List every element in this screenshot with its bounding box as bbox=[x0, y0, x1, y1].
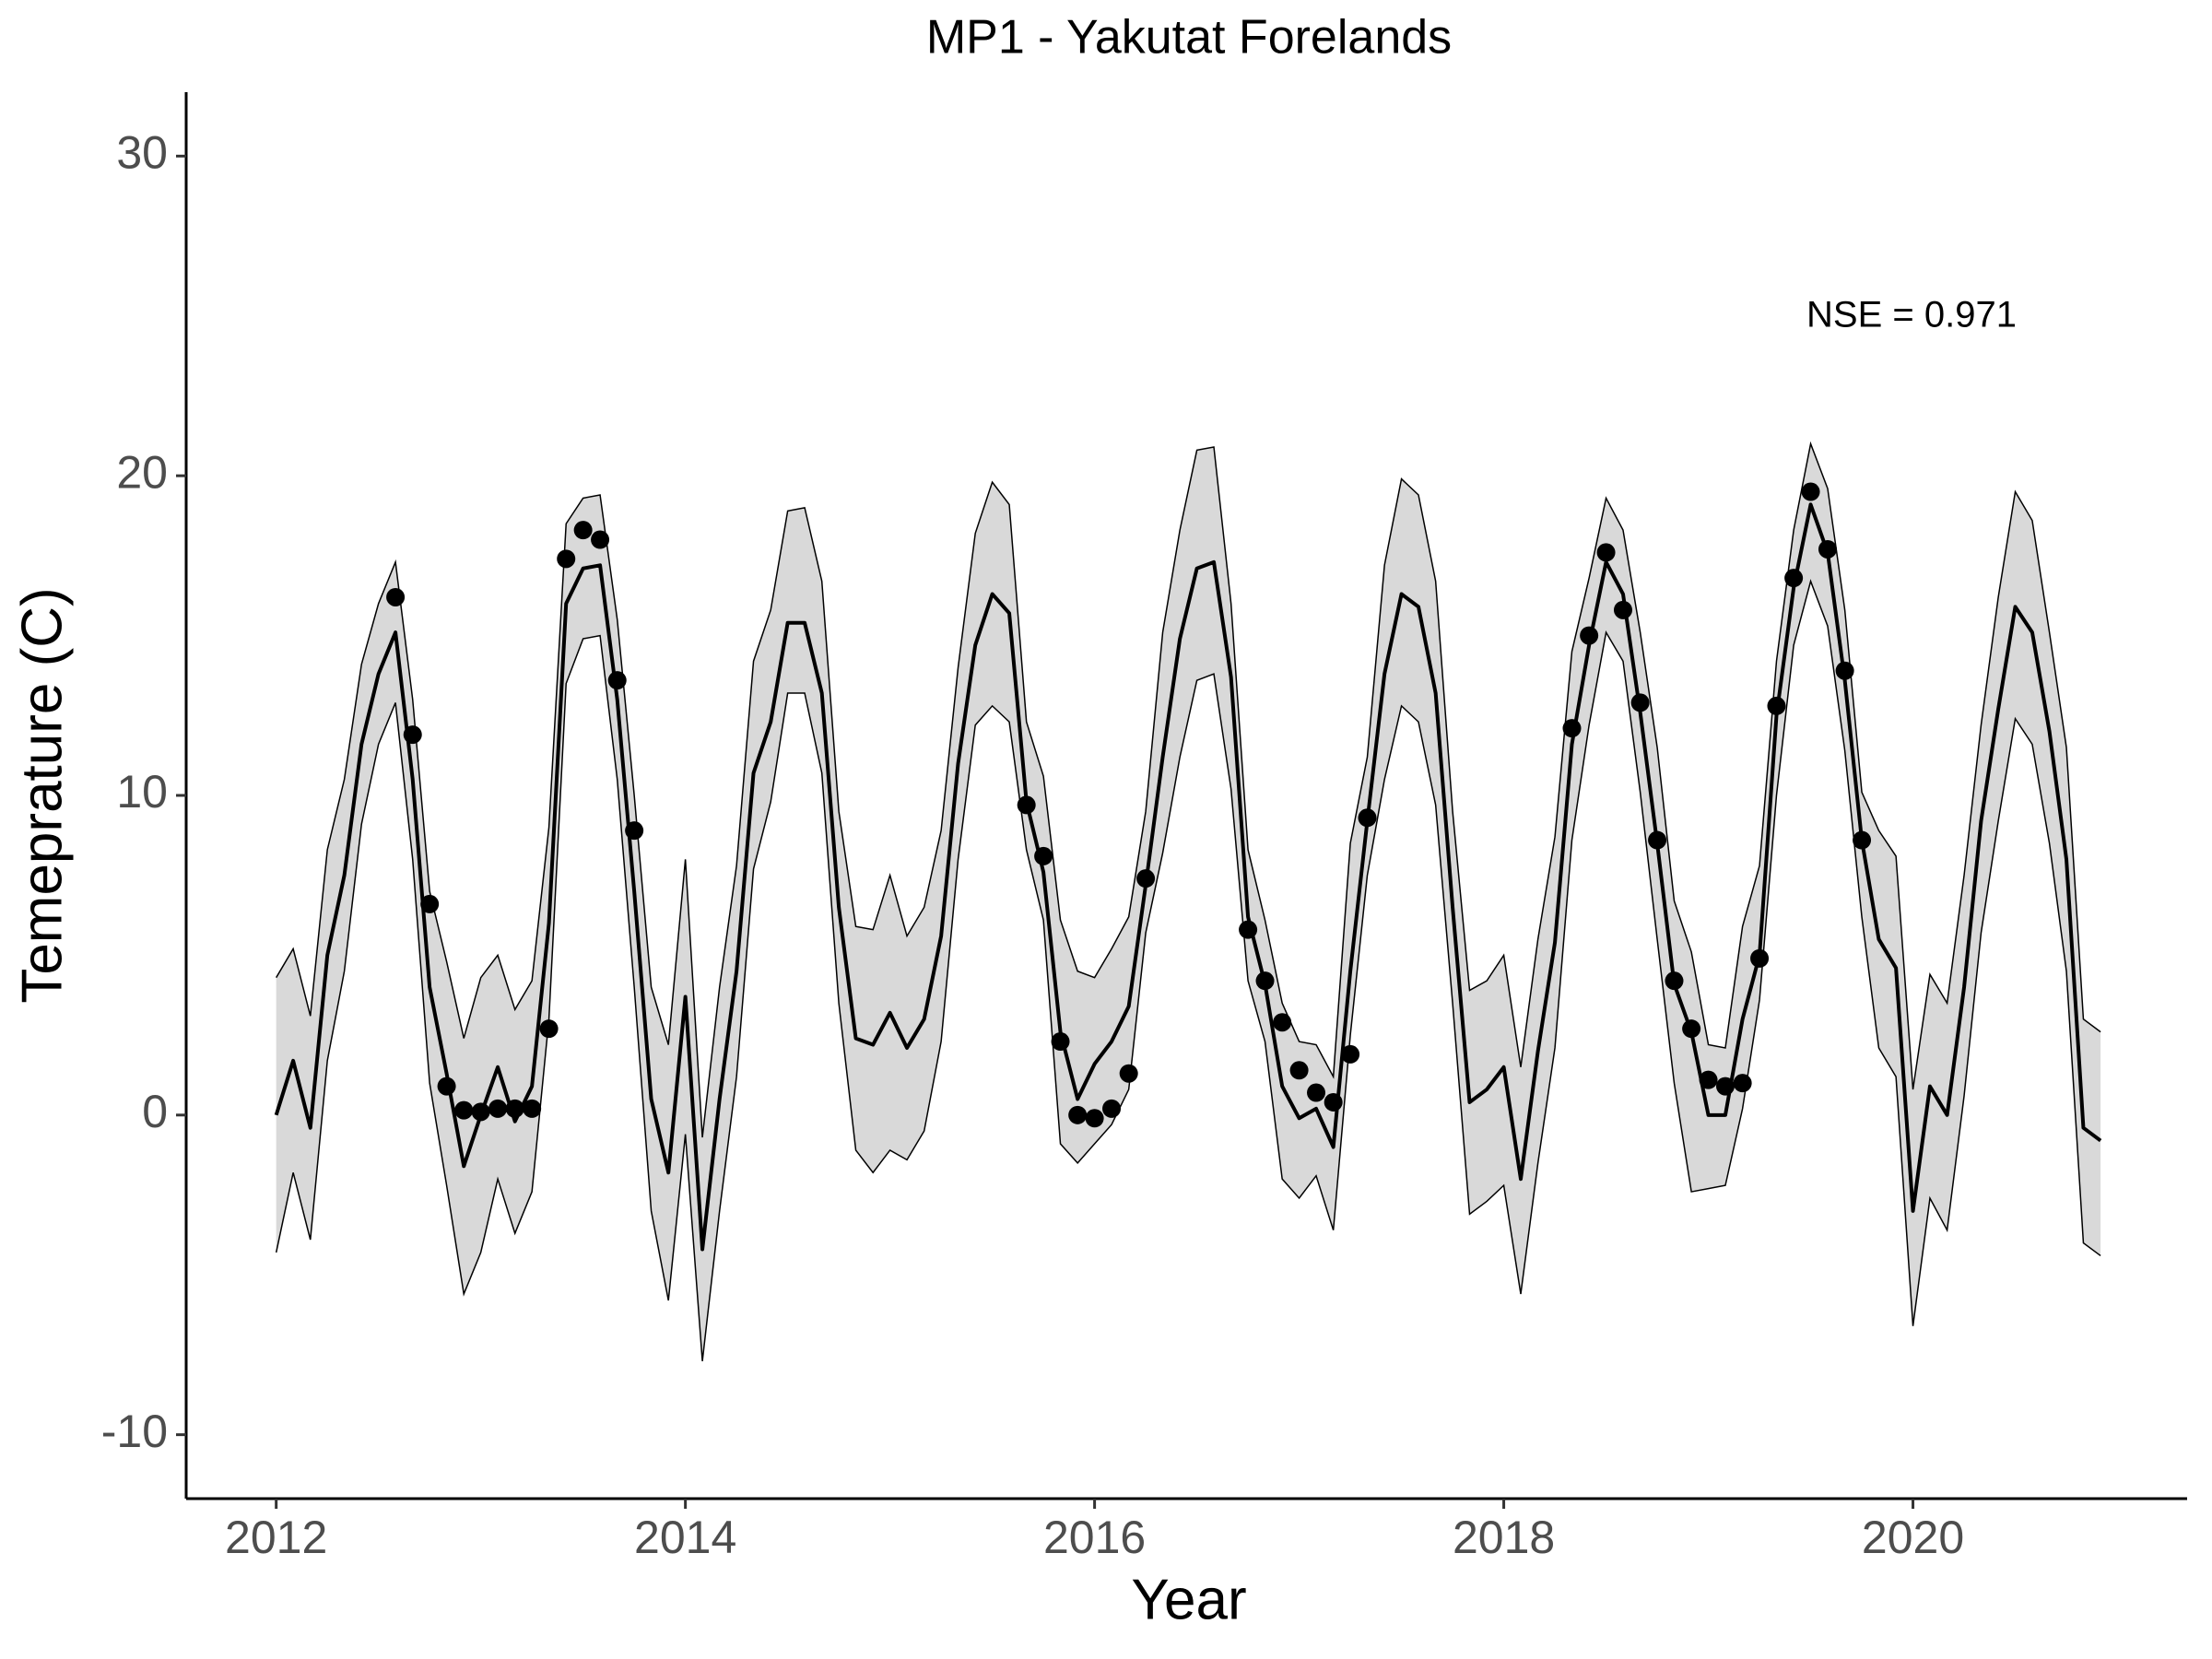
observed-point bbox=[1853, 830, 1872, 850]
observed-point bbox=[1068, 1105, 1088, 1124]
observed-point bbox=[437, 1077, 456, 1096]
observed-point bbox=[403, 725, 422, 745]
observed-point bbox=[1818, 539, 1837, 559]
observed-point bbox=[471, 1102, 490, 1122]
annotation: NSE = 0.971 bbox=[1806, 295, 2017, 335]
x-tick-label: 2014 bbox=[634, 1512, 736, 1563]
observed-point bbox=[1119, 1064, 1138, 1083]
x-tick-label: 2020 bbox=[1862, 1512, 1964, 1563]
observed-point bbox=[607, 671, 627, 690]
observed-point bbox=[1715, 1077, 1735, 1096]
x-tick-label: 2012 bbox=[225, 1512, 327, 1563]
observed-point bbox=[1835, 661, 1854, 680]
observed-point bbox=[420, 894, 440, 913]
observed-point bbox=[1630, 693, 1650, 712]
band-edge bbox=[275, 579, 2101, 1361]
observed-point bbox=[1017, 795, 1036, 815]
observed-point bbox=[1801, 482, 1820, 501]
band-edge bbox=[276, 441, 2101, 1138]
observed-point bbox=[1648, 830, 1667, 850]
observed-point bbox=[573, 521, 593, 540]
y-axis-title: Temeprature (C) bbox=[10, 587, 74, 1003]
observed-point bbox=[1665, 971, 1684, 991]
observed-point bbox=[539, 1019, 559, 1039]
observed-point bbox=[1767, 696, 1786, 715]
observed-point bbox=[1699, 1070, 1718, 1089]
y-tick-label: 20 bbox=[116, 446, 168, 498]
observed-point bbox=[1273, 1013, 1292, 1032]
observed-point bbox=[1682, 1019, 1701, 1039]
y-tick-label: 30 bbox=[116, 127, 168, 179]
observed-point bbox=[1784, 569, 1804, 588]
observed-point bbox=[1733, 1074, 1752, 1093]
x-tick-label: 2016 bbox=[1043, 1512, 1146, 1563]
x-axis-title: Year bbox=[1131, 1568, 1246, 1631]
observed-point bbox=[505, 1099, 524, 1118]
observed-point bbox=[625, 821, 644, 841]
observed-point bbox=[1341, 1044, 1360, 1064]
observed-point bbox=[1136, 869, 1156, 888]
observed-point bbox=[1034, 846, 1053, 865]
confidence-band bbox=[276, 443, 2101, 1361]
observed-point bbox=[1085, 1109, 1104, 1128]
observed-point bbox=[557, 549, 576, 569]
y-tick-label: 0 bbox=[142, 1086, 168, 1137]
observed-point bbox=[1613, 600, 1632, 619]
observed-point bbox=[1051, 1032, 1070, 1052]
y-tick-label: -10 bbox=[101, 1406, 168, 1457]
chart-title: MP1 - Yakutat Forelands bbox=[926, 11, 1452, 65]
observed-point bbox=[591, 530, 610, 549]
observed-point bbox=[1102, 1099, 1122, 1118]
observed-point bbox=[1239, 920, 1258, 939]
observed-point bbox=[1750, 948, 1770, 968]
observed-point bbox=[1289, 1061, 1309, 1080]
observed-point bbox=[1358, 808, 1377, 828]
observed-point bbox=[386, 587, 406, 606]
observed-point bbox=[1596, 543, 1616, 562]
observed-point bbox=[1307, 1083, 1326, 1102]
x-tick-label: 2018 bbox=[1453, 1512, 1555, 1563]
observed-point bbox=[523, 1099, 542, 1118]
observed-point bbox=[454, 1100, 474, 1120]
observed-point bbox=[1580, 626, 1599, 645]
observed-point bbox=[1255, 971, 1275, 991]
observed-point bbox=[488, 1099, 508, 1118]
observed-point bbox=[1324, 1092, 1343, 1112]
observed-point bbox=[1562, 719, 1582, 738]
y-tick-label: 10 bbox=[116, 766, 168, 818]
